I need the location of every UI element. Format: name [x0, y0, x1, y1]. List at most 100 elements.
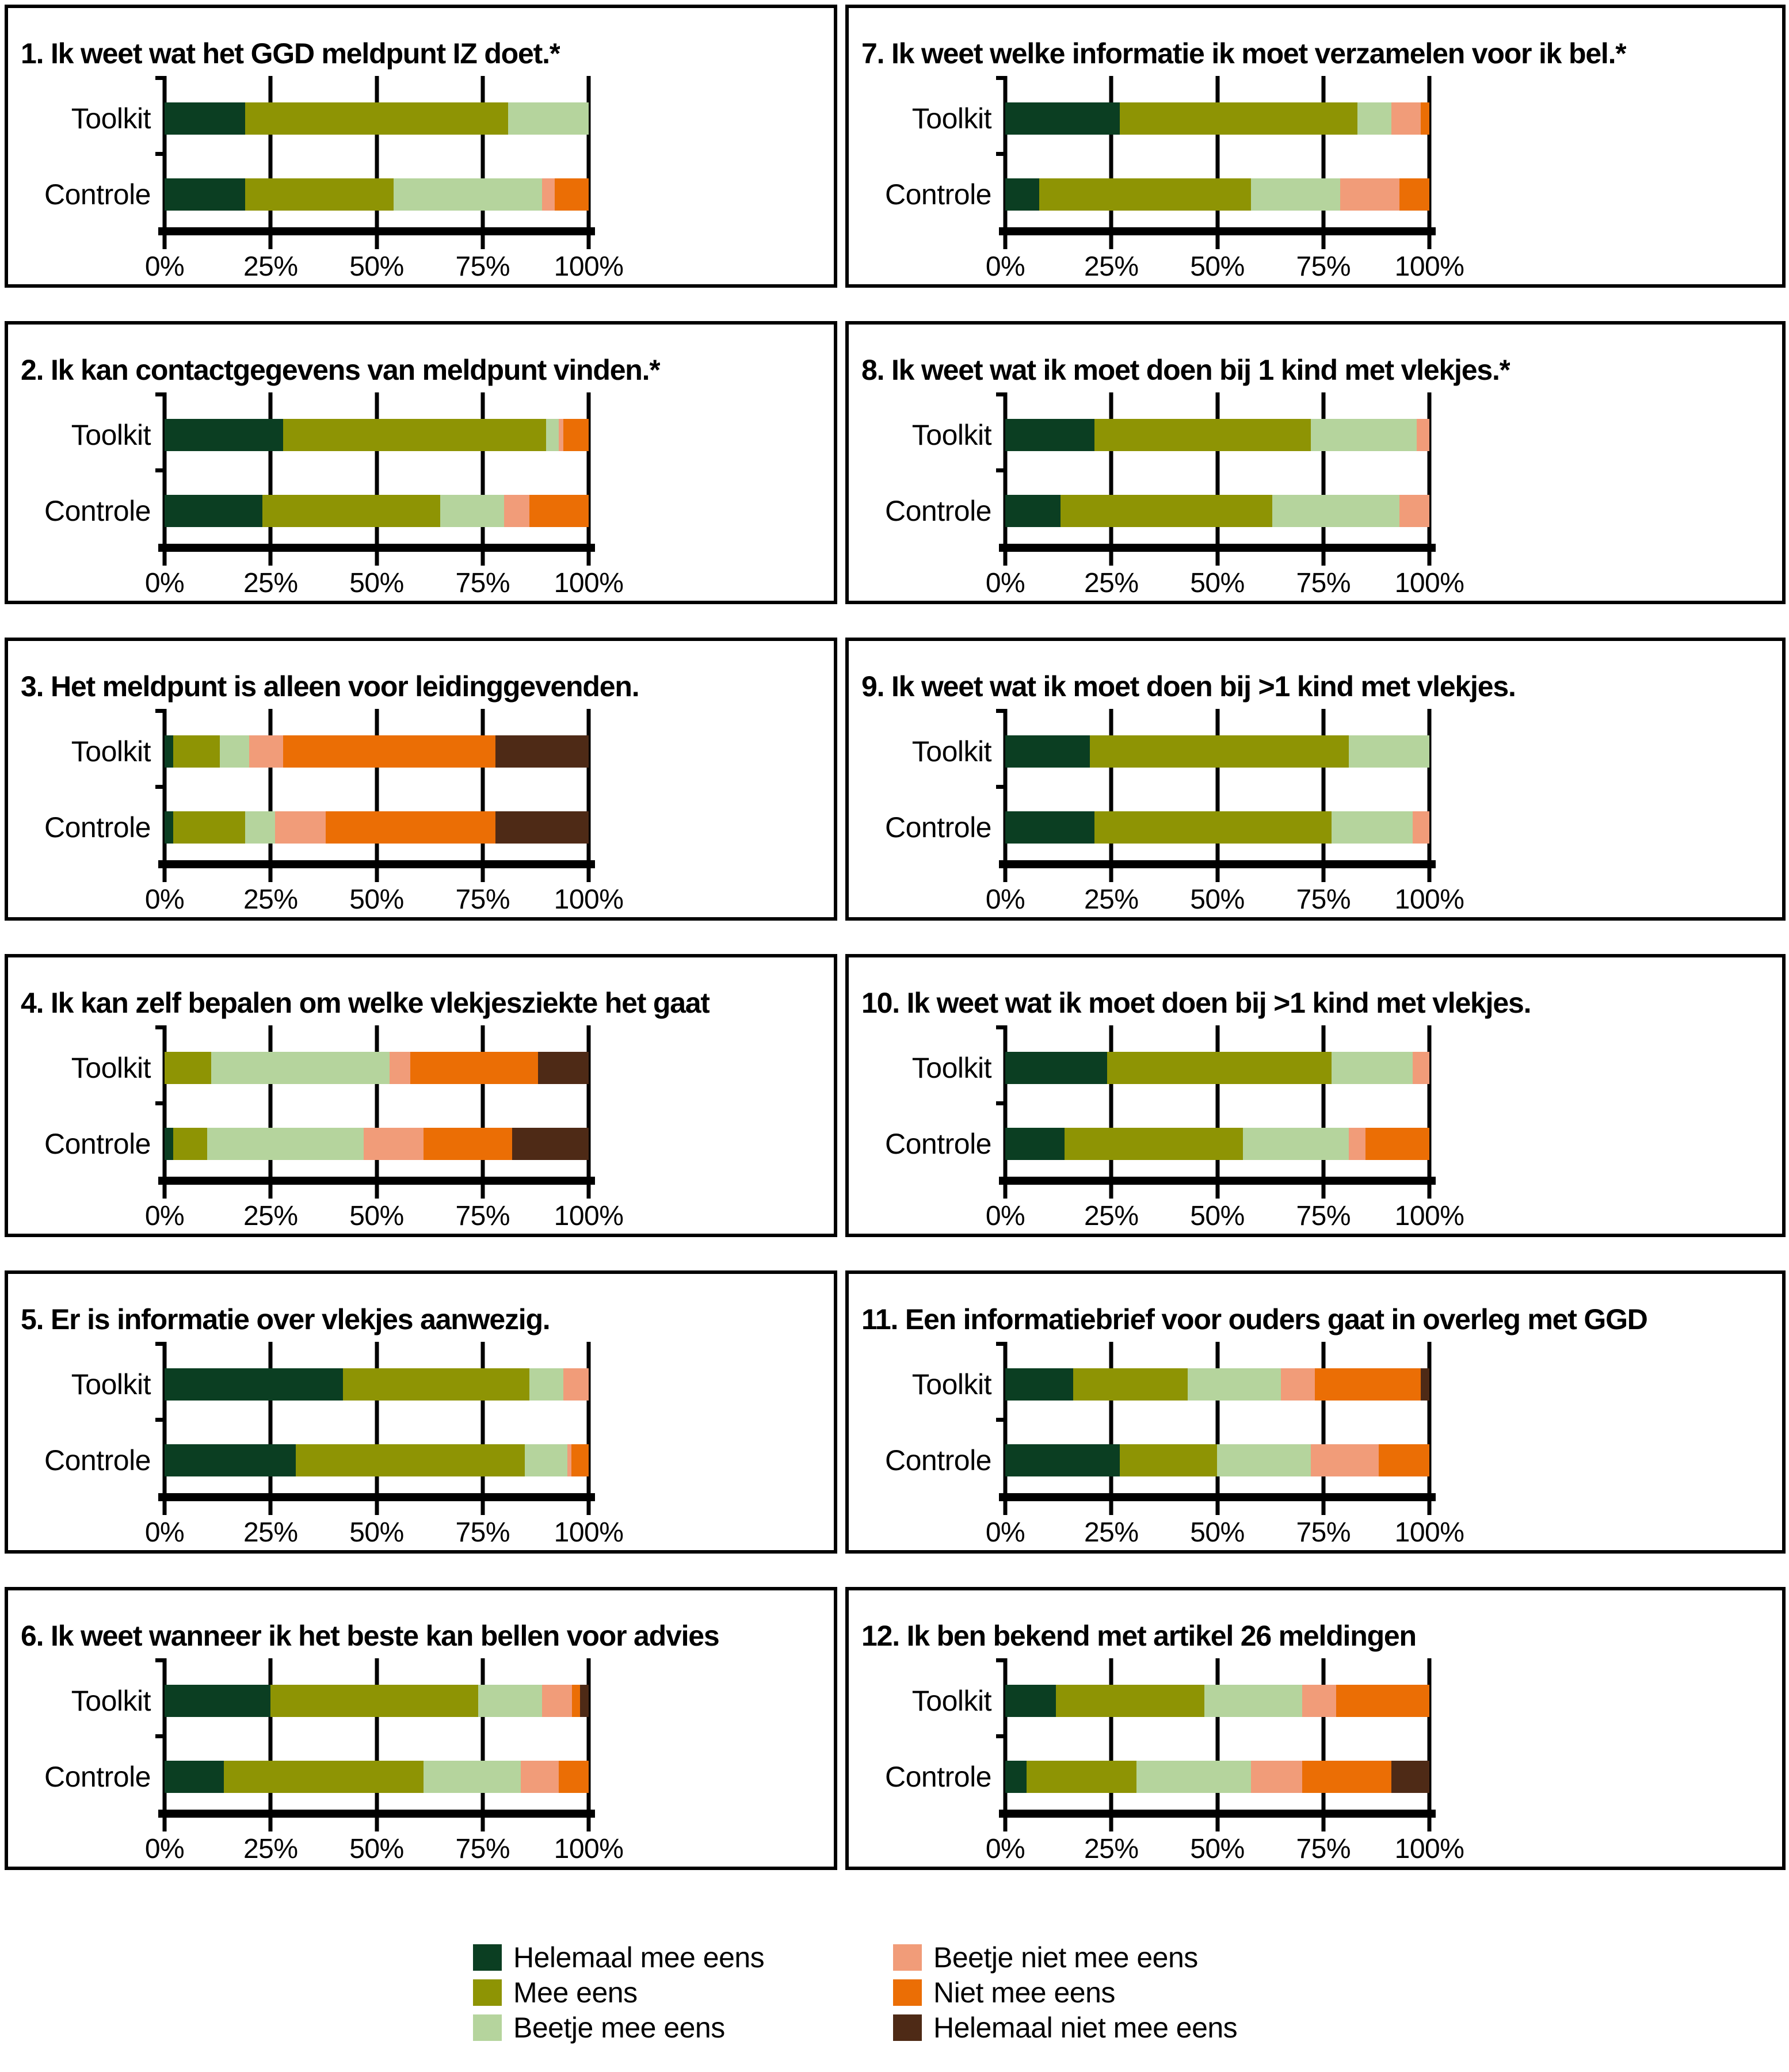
- bar-segment-mee-eens: [173, 735, 220, 768]
- legend-swatch-helemaal-mee-eens: [473, 1944, 502, 1971]
- bar-segment-beetje-niet-mee-eens: [1416, 419, 1429, 451]
- gridline: [1427, 1025, 1432, 1181]
- bar-segment-beetje-niet-mee-eens: [567, 1444, 572, 1476]
- bar-segment-helemaal-mee-eens: [1005, 178, 1039, 211]
- gridline: [1215, 392, 1219, 548]
- x-axis-tick: [1215, 1818, 1219, 1831]
- bar-segment-helemaal-mee-eens: [165, 495, 262, 527]
- bar-segment-beetje-niet-mee-eens: [1399, 495, 1429, 527]
- x-axis-tick: [586, 1185, 591, 1199]
- gridline: [268, 76, 273, 231]
- chart-title: 12. Ik ben bekend met artikel 26 melding…: [861, 1620, 1416, 1652]
- chart-title: 11. Een informatiebrief voor ouders gaat…: [861, 1303, 1647, 1335]
- gridline: [1109, 709, 1113, 864]
- gridline: [162, 1025, 167, 1181]
- gridline: [1215, 709, 1219, 864]
- x-tick-label: 50%: [1190, 884, 1245, 915]
- gridline: [586, 709, 591, 864]
- x-tick-label: 25%: [1084, 884, 1139, 915]
- y-axis-tick: [155, 785, 165, 789]
- x-tick-label: 50%: [1190, 1201, 1245, 1231]
- chart-panel: 10. Ik weet wat ik moet doen bij >1 kind…: [845, 954, 1786, 1237]
- x-tick-label: 100%: [554, 1517, 624, 1548]
- row-label-toolkit: Toolkit: [71, 102, 151, 135]
- bar-segment-beetje-niet-mee-eens: [389, 1052, 411, 1084]
- bar-segment-beetje-niet-mee-eens: [364, 1128, 424, 1160]
- bar-segment-beetje-mee-eens: [529, 1368, 563, 1401]
- bar-segment-mee-eens: [1090, 735, 1349, 768]
- gridline: [586, 392, 591, 548]
- gridline: [1321, 1342, 1326, 1497]
- bar-segment-mee-eens: [1119, 1444, 1218, 1476]
- chart-title: 3. Het meldpunt is alleen voor leidingge…: [21, 670, 639, 703]
- bar-segment-mee-eens: [173, 1128, 207, 1160]
- bar-row-controle: [165, 1761, 589, 1793]
- gridline: [1109, 1342, 1113, 1497]
- bar-segment-helemaal-mee-eens: [165, 419, 284, 451]
- chart-panel: 1. Ik weet wat het GGD meldpunt IZ doet.…: [5, 5, 837, 288]
- plot-area: Toolkit Controle 0% 25% 50% 75% 100%: [44, 1025, 624, 1231]
- bar-segment-helemaal-mee-eens: [1005, 419, 1094, 451]
- bar-segment-beetje-mee-eens: [1310, 419, 1417, 451]
- bar-segment-helemaal-mee-eens: [165, 735, 173, 768]
- x-tick-label: 100%: [1394, 568, 1464, 598]
- x-axis: [999, 1177, 1436, 1185]
- bar-segment-beetje-niet-mee-eens: [541, 1685, 572, 1717]
- y-axis-tick: [996, 1342, 1005, 1346]
- bar-segment-beetje-mee-eens: [423, 1761, 521, 1793]
- bar-segment-beetje-niet-mee-eens: [1391, 102, 1421, 135]
- bar-segment-helemaal-niet-mee-eens: [512, 1128, 589, 1160]
- bar-segment-mee-eens: [283, 419, 547, 451]
- x-tick-label: 25%: [1084, 568, 1139, 598]
- x-axis-tick: [586, 235, 591, 249]
- x-tick-label: 75%: [1296, 884, 1351, 915]
- bar-segment-helemaal-mee-eens: [165, 811, 173, 844]
- x-axis-tick: [268, 1501, 273, 1515]
- x-tick-label: 50%: [349, 251, 404, 282]
- x-axis-tick: [1427, 868, 1432, 882]
- bar-segment-beetje-mee-eens: [440, 495, 504, 527]
- x-tick-label: 0%: [985, 568, 1025, 598]
- y-axis-tick: [155, 709, 165, 713]
- legend: Helemaal mee eens Mee eens Beetje mee eens…: [473, 1941, 1238, 2044]
- x-tick-label: 75%: [1296, 1517, 1351, 1548]
- bar-segment-mee-eens: [224, 1761, 424, 1793]
- x-axis-tick: [1109, 1818, 1113, 1831]
- plot-area: Toolkit Controle 0% 25% 50% 75% 100%: [885, 1342, 1464, 1548]
- chart-panel: 2. Ik kan contactgegevens van meldpunt v…: [5, 321, 837, 604]
- gridline: [375, 392, 379, 548]
- bar-segment-beetje-niet-mee-eens: [541, 178, 555, 211]
- x-axis-tick: [375, 235, 379, 249]
- chart-panel: 7. Ik weet welke informatie ik moet verz…: [845, 5, 1786, 288]
- y-axis-tick: [996, 1734, 1005, 1738]
- bar-segment-helemaal-mee-eens: [165, 1128, 173, 1160]
- chart-panel: 5. Er is informatie over vlekjes aanwezi…: [5, 1270, 837, 1554]
- x-axis-tick: [162, 868, 167, 882]
- gridline: [1003, 1658, 1008, 1814]
- chart-panel: 11. Een informatiebrief voor ouders gaat…: [845, 1270, 1786, 1554]
- bar-segment-beetje-niet-mee-eens: [1251, 1761, 1302, 1793]
- x-tick-label: 100%: [1394, 1834, 1464, 1864]
- x-axis-tick: [1427, 1501, 1432, 1515]
- legend-swatch-mee-eens: [473, 1979, 502, 2006]
- gridline: [480, 709, 485, 864]
- bar-segment-helemaal-niet-mee-eens: [537, 1052, 589, 1084]
- x-tick-label: 25%: [243, 1834, 298, 1864]
- x-axis-tick: [268, 552, 273, 566]
- x-tick-label: 25%: [243, 884, 298, 915]
- x-tick-label: 50%: [349, 1834, 404, 1864]
- x-tick-label: 0%: [985, 1834, 1025, 1864]
- y-axis-tick: [155, 152, 165, 156]
- bar-segment-mee-eens: [270, 1685, 479, 1717]
- gridline: [480, 1342, 485, 1497]
- bar-segment-niet-mee-eens: [326, 811, 495, 844]
- x-tick-label: 0%: [144, 251, 185, 282]
- bar-segment-niet-mee-eens: [1302, 1761, 1391, 1793]
- x-axis-tick: [480, 552, 485, 566]
- chart-title: 7. Ik weet welke informatie ik moet verz…: [861, 37, 1626, 70]
- bar-segment-helemaal-niet-mee-eens: [580, 1685, 589, 1717]
- x-tick-label: 50%: [1190, 568, 1245, 598]
- bar-segment-beetje-mee-eens: [478, 1685, 542, 1717]
- bar-segment-mee-eens: [1073, 1368, 1188, 1401]
- gridline: [1003, 76, 1008, 231]
